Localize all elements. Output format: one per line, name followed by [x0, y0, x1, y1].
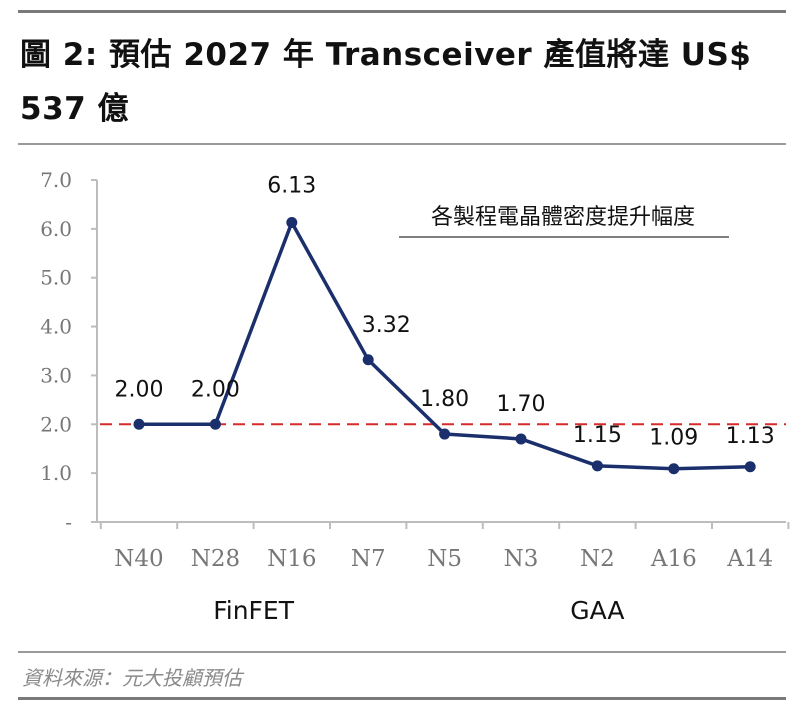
x-tick-label: A16	[650, 546, 697, 572]
y-tick-label: 5.0	[40, 266, 72, 290]
data-label: 1.15	[573, 423, 622, 448]
data-point	[209, 418, 221, 430]
data-point	[744, 461, 756, 473]
y-tick-label: 2.0	[40, 412, 72, 436]
data-point	[591, 460, 603, 472]
y-tick-label: 4.0	[40, 315, 72, 339]
data-point	[439, 428, 451, 440]
data-point	[362, 354, 374, 366]
top-rule	[18, 10, 786, 13]
data-label: 3.32	[362, 313, 411, 338]
data-label: 1.13	[726, 424, 775, 449]
source-rule	[18, 651, 786, 653]
data-label: 1.80	[420, 387, 469, 412]
bottom-rule	[18, 697, 786, 700]
x-tick-label: N3	[504, 546, 539, 572]
group-label: FinFET	[213, 596, 295, 625]
y-tick-label: 3.0	[40, 363, 72, 387]
group-label: GAA	[570, 596, 624, 625]
x-tick-label: N28	[191, 546, 240, 572]
data-label: 2.00	[191, 377, 240, 402]
chart-annotation: 各製程電晶體密度提升幅度	[431, 205, 695, 230]
x-tick-label: A14	[726, 546, 773, 572]
line-chart: - 1.0 2.0 3.0 4.0 5.0 6.0 7.0 N40 N28 N16 N7 N5 N3 N2 A…	[40, 168, 790, 625]
x-tick-label: N40	[114, 546, 163, 572]
x-tick-label: N5	[427, 546, 462, 572]
data-label: 1.70	[497, 392, 546, 417]
data-label: 6.13	[267, 174, 316, 199]
x-tick-label: N2	[580, 546, 615, 572]
data-label: 1.09	[649, 426, 698, 451]
data-point	[286, 217, 298, 229]
source-note: 資料來源：元大投顧預估	[22, 666, 242, 690]
y-tick-label: 1.0	[40, 461, 72, 485]
y-tick-label: 7.0	[40, 168, 72, 192]
data-point	[133, 418, 145, 430]
figure-title: 圖 2: 預估 2027 年 Transceiver 產值將達 US$ 537 …	[20, 37, 752, 127]
y-tick-label: 6.0	[40, 217, 72, 241]
data-point	[515, 433, 527, 445]
y-tick-label: -	[65, 510, 72, 534]
title-rule	[18, 143, 786, 145]
data-label: 2.00	[115, 377, 164, 402]
data-point	[668, 463, 680, 475]
x-tick-label: N7	[351, 546, 386, 572]
x-tick-label: N16	[267, 546, 316, 572]
